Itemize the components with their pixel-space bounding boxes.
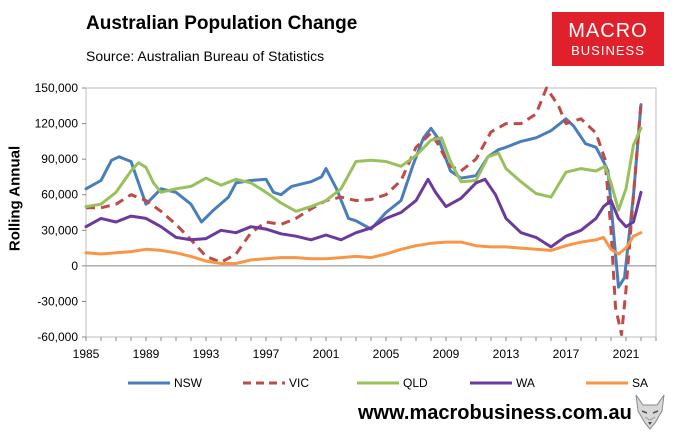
y-tick-label: 150,000 — [35, 81, 79, 95]
series-line-nsw — [84, 103, 643, 289]
x-tick-label: 2013 — [493, 347, 520, 361]
x-tick-label: 1989 — [133, 347, 160, 361]
x-tick-label: 2017 — [553, 347, 580, 361]
y-tick-label: -30,000 — [37, 294, 78, 308]
y-tick-label: 30,000 — [41, 223, 78, 237]
logo-line-1: MACRO — [568, 20, 648, 42]
x-tick-label: 2001 — [313, 347, 340, 361]
legend-label-sa: SA — [632, 376, 648, 390]
x-tick-label: 1985 — [73, 347, 100, 361]
plot-area — [85, 87, 657, 338]
series-line-vic — [86, 86, 643, 337]
chart-title: Australian Population Change — [86, 13, 358, 34]
x-tick-label: 1997 — [253, 347, 280, 361]
series-line-wa — [84, 177, 643, 249]
y-tick-label: 60,000 — [41, 188, 78, 202]
macro-business-logo: MACRO BUSINESS — [552, 12, 664, 66]
y-tick-label: -60,000 — [37, 330, 78, 344]
series-line-qld — [84, 126, 643, 213]
x-tick-label: 2009 — [433, 347, 460, 361]
website-url: www.macrobusiness.com.au — [358, 402, 632, 424]
legend-label-qld: QLD — [403, 376, 428, 390]
legend-label-vic: VIC — [289, 376, 309, 390]
legend-label-wa: WA — [516, 376, 535, 390]
logo-line-2: BUSINESS — [571, 43, 645, 58]
chart-subtitle: Source: Australian Bureau of Statistics — [86, 48, 325, 64]
x-tick-label: 2021 — [613, 347, 640, 361]
y-tick-label: 90,000 — [41, 152, 78, 166]
x-tick-label: 2005 — [373, 347, 400, 361]
series-line-sa — [84, 231, 643, 265]
legend-label-nsw: NSW — [174, 376, 203, 390]
fox-icon — [635, 394, 665, 430]
y-tick-label: 0 — [71, 259, 78, 273]
x-tick-label: 1993 — [193, 347, 220, 361]
y-tick-label: 120,000 — [35, 117, 79, 131]
